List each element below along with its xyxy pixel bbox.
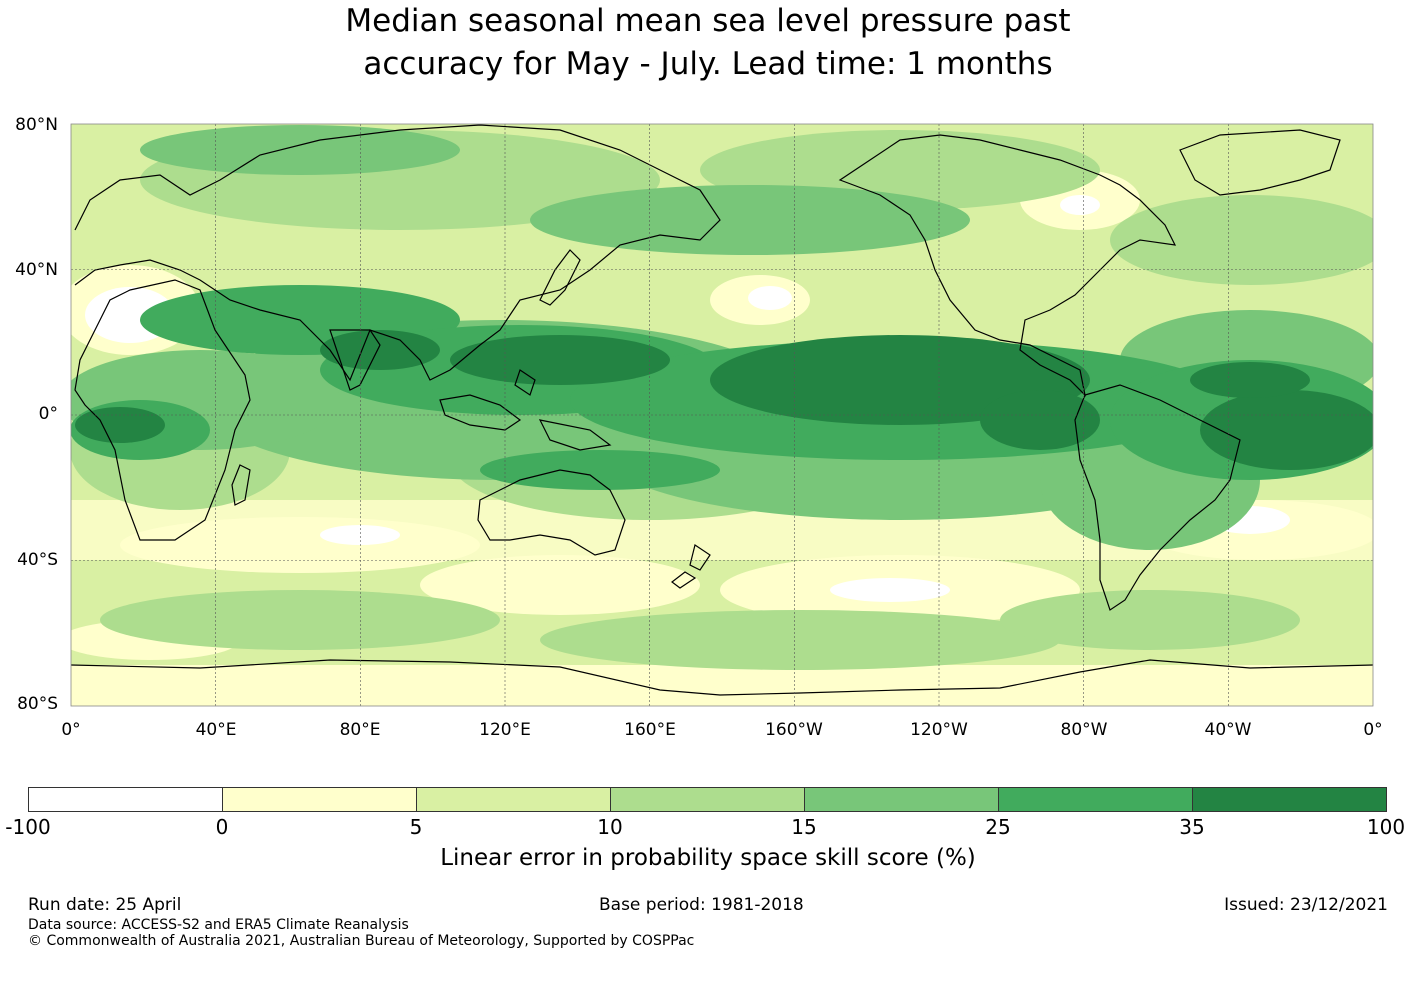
lon-label-0-right: 0°: [1363, 720, 1383, 740]
skill-score-map: [70, 123, 1374, 707]
colorbar-tick: 10: [597, 815, 623, 839]
run-date: Run date: 25 April: [28, 895, 182, 915]
colorbar-segment: [999, 788, 1193, 811]
colorbar-tick: 35: [1179, 815, 1205, 839]
lat-label-0: 0°: [38, 404, 58, 424]
gridlines: [71, 124, 1373, 706]
colorbar-tick: 5: [409, 815, 423, 839]
lat-label-80n: 80°N: [15, 115, 58, 135]
colorbar-segment: [611, 788, 805, 811]
lon-label-0-left: 0°: [61, 720, 81, 740]
colorbar-tick: 0: [215, 815, 229, 839]
lon-label-80w: 80°W: [1060, 720, 1108, 740]
map-frame: [70, 123, 1374, 707]
title-line-2: accuracy for May - July. Lead time: 1 mo…: [363, 46, 1053, 82]
lon-label-40e: 40°E: [195, 720, 237, 740]
lat-label-40s: 40°S: [17, 550, 58, 570]
lon-label-160e: 160°E: [624, 720, 676, 740]
copyright: © Commonwealth of Australia 2021, Austra…: [28, 933, 695, 949]
lat-label-40n: 40°N: [15, 260, 58, 280]
coastlines: [71, 124, 1373, 696]
lon-label-160w: 160°W: [765, 720, 823, 740]
title-line-1: Median seasonal mean sea level pressure …: [345, 3, 1071, 39]
lon-label-40w: 40°W: [1204, 720, 1252, 740]
colorbar-tick: 100: [1366, 815, 1406, 839]
map-title: Median seasonal mean sea level pressure …: [0, 0, 1416, 86]
lon-label-80e: 80°E: [339, 720, 381, 740]
colorbar-tick: 15: [791, 815, 817, 839]
colorbar-segment: [805, 788, 999, 811]
colorbar-segment: [1193, 788, 1386, 811]
colorbar-segment: [223, 788, 417, 811]
colorbar-segment: [29, 788, 223, 811]
issued-date: Issued: 23/12/2021: [1224, 895, 1388, 915]
colorbar-segment: [417, 788, 611, 811]
base-period: Base period: 1981-2018: [599, 895, 804, 915]
colorbar-tick: -100: [5, 815, 51, 839]
colorbar-label: Linear error in probability space skill …: [440, 845, 976, 871]
colorbar: [28, 787, 1387, 812]
data-source: Data source: ACCESS-S2 and ERA5 Climate …: [28, 917, 409, 933]
lat-label-80s: 80°S: [17, 694, 58, 714]
lon-label-120e: 120°E: [479, 720, 531, 740]
lon-label-120w: 120°W: [910, 720, 968, 740]
colorbar-tick: 25: [985, 815, 1011, 839]
